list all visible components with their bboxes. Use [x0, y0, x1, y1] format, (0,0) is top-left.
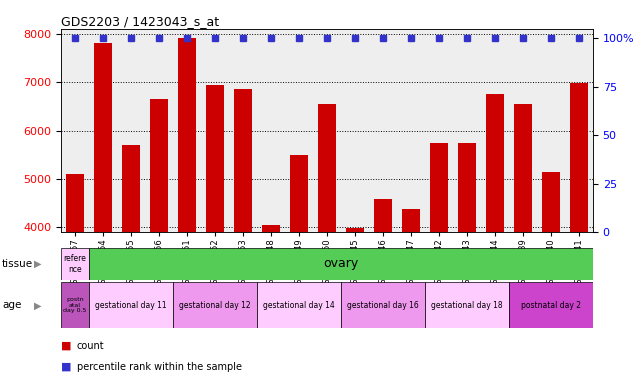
Text: postn
atal
day 0.5: postn atal day 0.5: [63, 297, 87, 313]
Text: ▶: ▶: [34, 300, 42, 310]
Text: refere
nce: refere nce: [63, 254, 87, 274]
Bar: [570, 83, 588, 232]
Text: ■: ■: [61, 341, 71, 351]
Bar: [341, 282, 425, 328]
Bar: [257, 282, 341, 328]
Bar: [173, 282, 257, 328]
Text: ■: ■: [61, 362, 71, 372]
Text: gestational day 12: gestational day 12: [179, 301, 251, 310]
Bar: [402, 209, 420, 232]
Text: tissue: tissue: [2, 259, 33, 269]
Bar: [290, 155, 308, 232]
Bar: [122, 145, 140, 232]
Bar: [178, 38, 196, 232]
Text: gestational day 11: gestational day 11: [95, 301, 167, 310]
Bar: [234, 89, 252, 232]
Bar: [374, 199, 392, 232]
Bar: [61, 248, 89, 280]
Bar: [262, 225, 280, 232]
Bar: [318, 104, 336, 232]
Text: postnatal day 2: postnatal day 2: [521, 301, 581, 310]
Text: gestational day 18: gestational day 18: [431, 301, 503, 310]
Text: gestational day 14: gestational day 14: [263, 301, 335, 310]
Bar: [542, 172, 560, 232]
Bar: [345, 228, 364, 232]
Text: gestational day 16: gestational day 16: [347, 301, 419, 310]
Bar: [150, 99, 168, 232]
Bar: [425, 282, 509, 328]
Text: percentile rank within the sample: percentile rank within the sample: [77, 362, 242, 372]
Text: ovary: ovary: [323, 258, 358, 270]
Bar: [458, 143, 476, 232]
Text: ▶: ▶: [34, 259, 42, 269]
Bar: [61, 282, 89, 328]
Bar: [89, 282, 173, 328]
Bar: [66, 174, 84, 232]
Bar: [94, 43, 112, 232]
Bar: [514, 104, 532, 232]
Bar: [509, 282, 593, 328]
Bar: [486, 94, 504, 232]
Bar: [206, 84, 224, 232]
Text: age: age: [2, 300, 21, 310]
Text: GDS2203 / 1423043_s_at: GDS2203 / 1423043_s_at: [61, 15, 219, 28]
Bar: [430, 143, 448, 232]
Text: count: count: [77, 341, 104, 351]
